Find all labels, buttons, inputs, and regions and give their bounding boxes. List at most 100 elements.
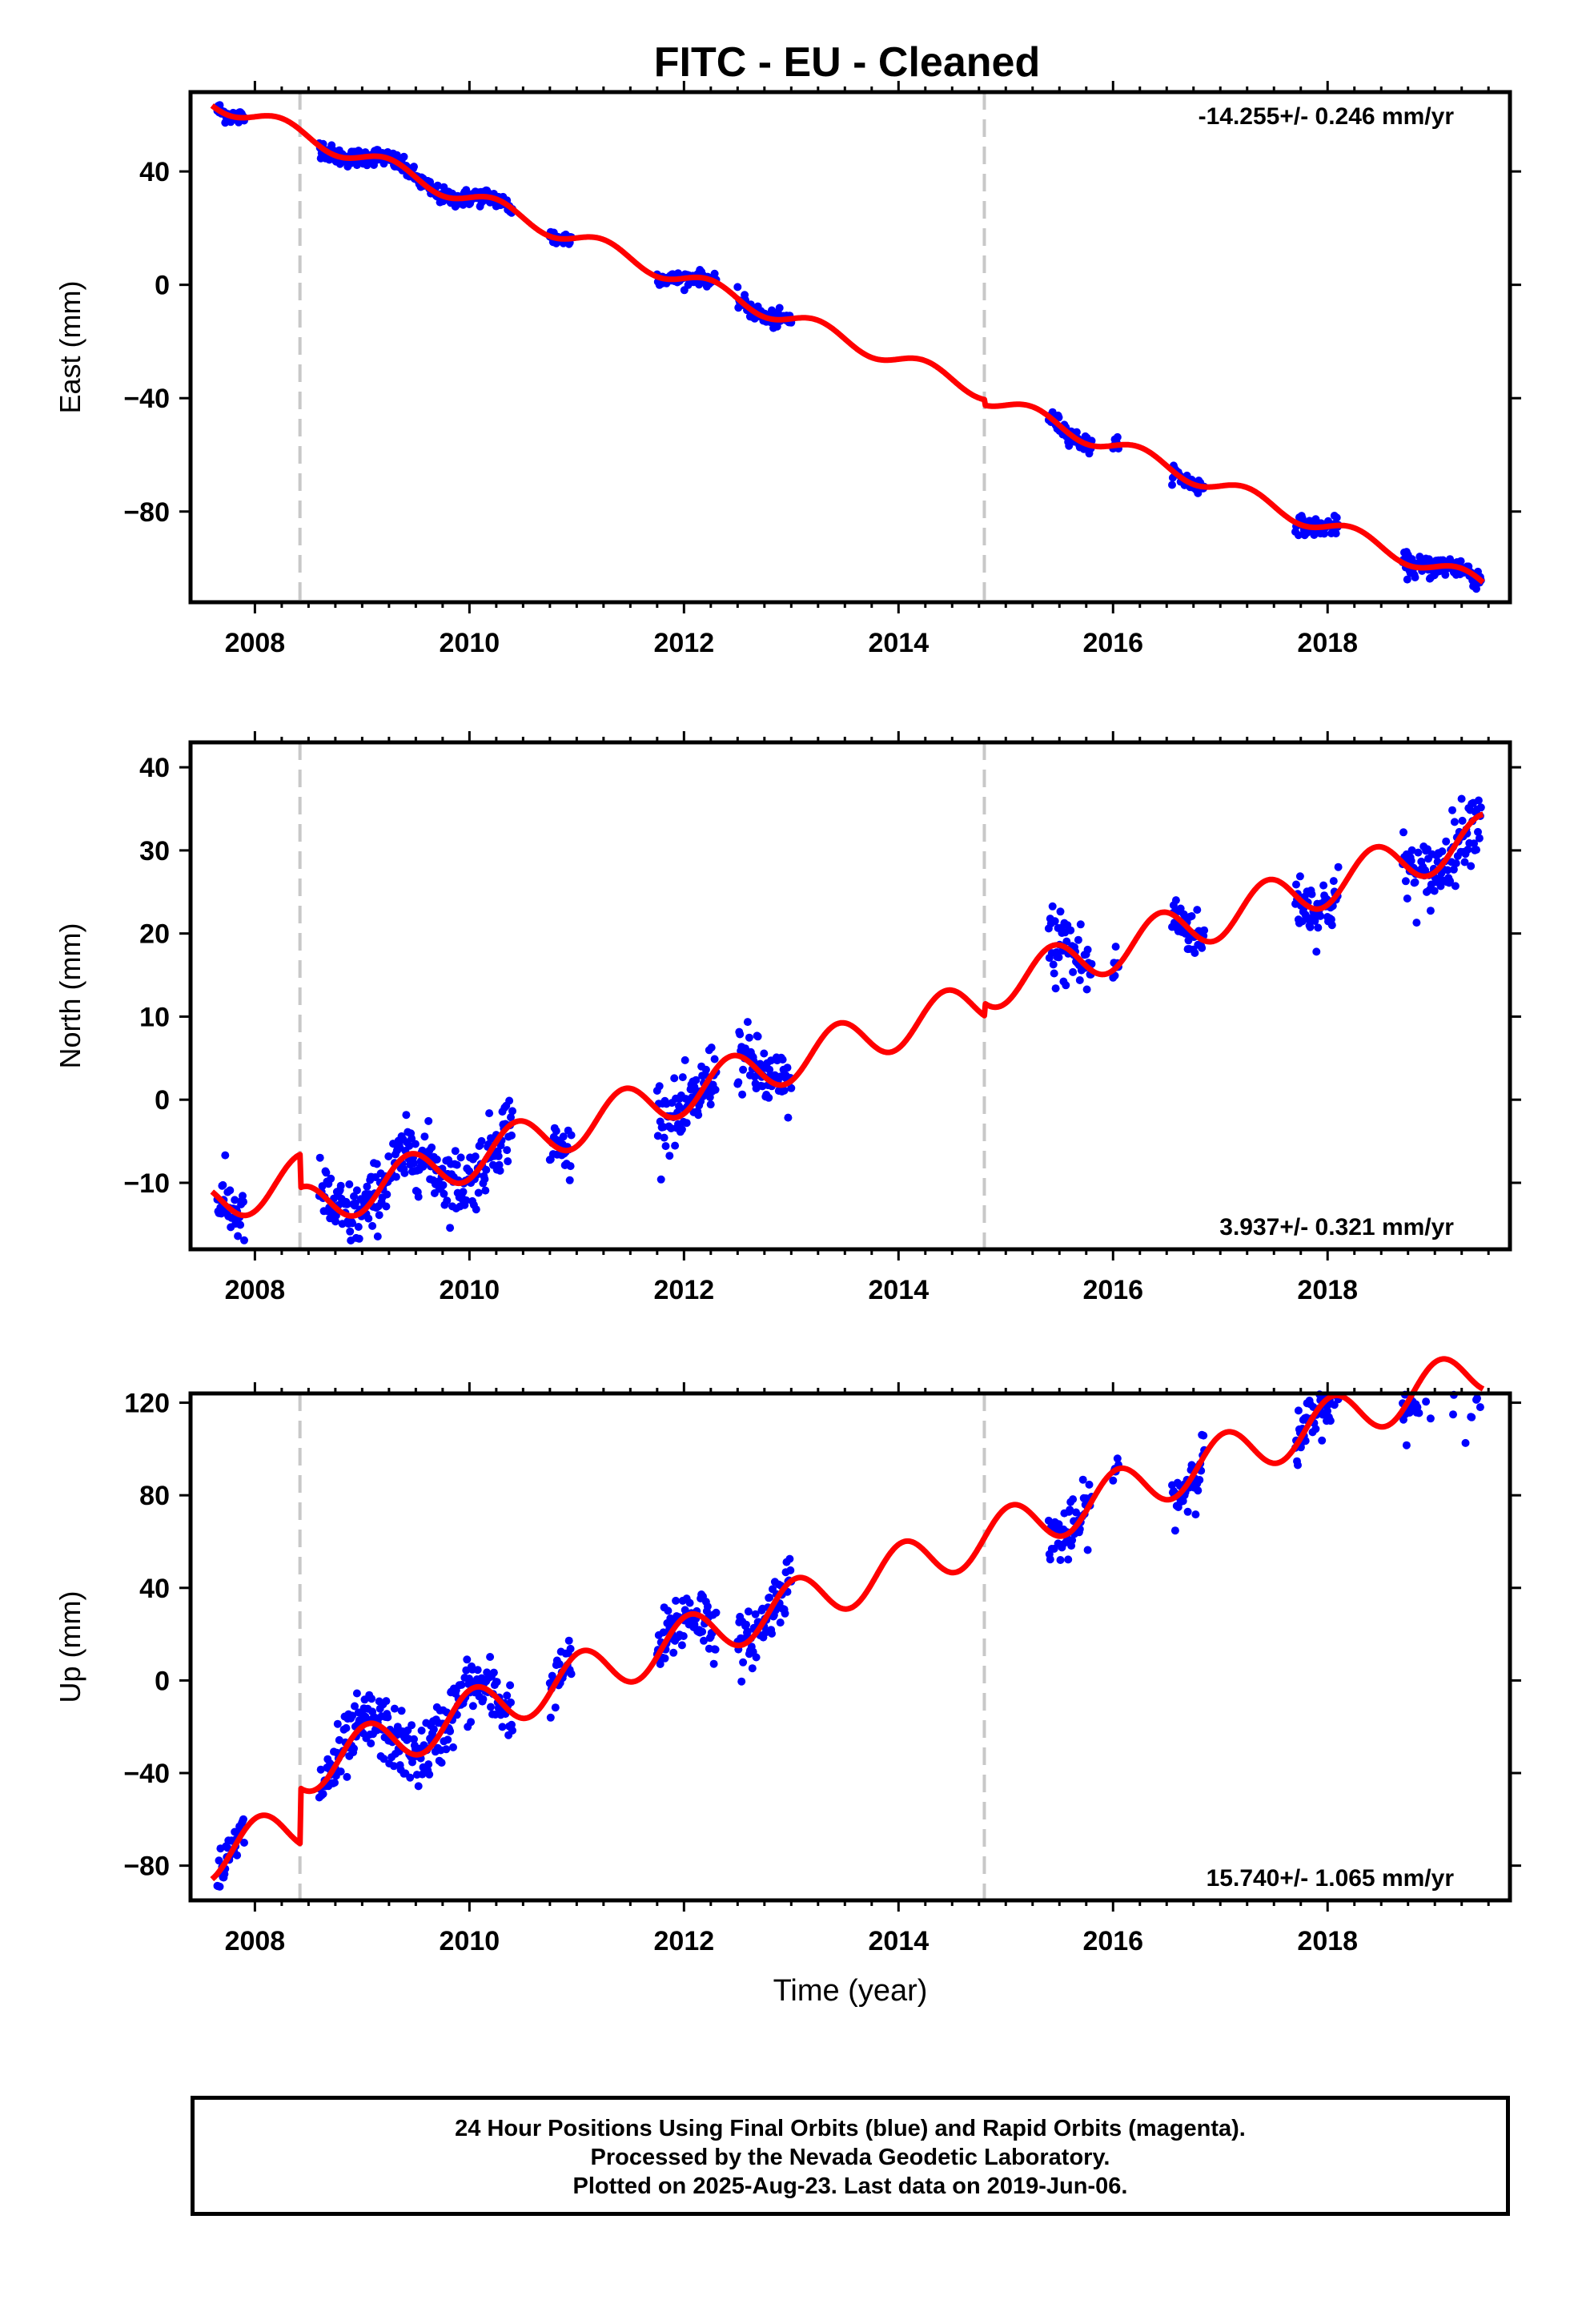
panel-up: 2008 2010 2012 2014 2016 2018 −80 −40 0 40 80 120 Up… xyxy=(54,1356,1521,2008)
data-point xyxy=(219,1180,227,1189)
data-point xyxy=(736,1030,745,1039)
data-point xyxy=(414,1782,423,1791)
data-point xyxy=(1476,803,1485,812)
data-point xyxy=(1301,1437,1310,1445)
data-point xyxy=(390,1704,399,1713)
data-point xyxy=(1191,1510,1200,1519)
data-point xyxy=(375,1211,383,1220)
data-point xyxy=(765,1065,774,1074)
data-point xyxy=(322,1168,331,1177)
data-point xyxy=(446,1224,455,1232)
data-point xyxy=(552,1127,560,1136)
data-point xyxy=(336,1181,345,1190)
data-point xyxy=(508,1726,516,1735)
data-point xyxy=(406,1773,415,1782)
data-point xyxy=(1472,846,1480,854)
data-point xyxy=(1056,1556,1065,1564)
data-point xyxy=(457,1680,466,1689)
data-point xyxy=(352,1689,361,1698)
data-point xyxy=(1472,585,1480,593)
data-point xyxy=(1464,845,1472,854)
data-point xyxy=(384,1152,393,1160)
x-tick-label: 2008 xyxy=(225,628,286,658)
data-point xyxy=(239,1815,247,1823)
x-axis-label: Time (year) xyxy=(773,1974,928,2008)
data-point xyxy=(1311,917,1319,925)
data-point xyxy=(768,1629,776,1638)
data-point xyxy=(420,1132,429,1141)
data-point xyxy=(215,1856,223,1865)
data-point xyxy=(472,1205,480,1214)
data-point xyxy=(411,1140,420,1148)
data-point xyxy=(459,1188,468,1196)
data-point xyxy=(1083,945,1092,954)
footer-box: 24 Hour Positions Using Final Orbits (bl… xyxy=(191,2096,1510,2216)
data-point xyxy=(364,1214,373,1223)
data-point xyxy=(1456,557,1465,565)
data-point xyxy=(1330,1401,1339,1409)
data-point xyxy=(1314,923,1323,932)
data-point xyxy=(661,1654,669,1663)
data-point xyxy=(656,1175,665,1184)
data-point xyxy=(234,1232,243,1240)
data-point xyxy=(480,1175,489,1184)
data-point xyxy=(402,1111,411,1120)
data-point xyxy=(1292,880,1300,889)
data-point xyxy=(655,1082,664,1091)
data-point xyxy=(1403,575,1411,584)
data-point xyxy=(1064,1555,1073,1564)
data-point xyxy=(479,1695,488,1703)
chart-title: FITC - EU - Cleaned xyxy=(654,39,1040,86)
data-point xyxy=(1044,1516,1053,1525)
data-point xyxy=(354,1223,363,1231)
y-tick-label: −40 xyxy=(123,1759,170,1789)
data-point xyxy=(1054,1520,1063,1529)
data-point xyxy=(355,1234,363,1243)
data-point xyxy=(433,181,442,190)
x-tick-label: 2014 xyxy=(868,1926,929,1956)
data-point xyxy=(765,1593,774,1602)
x-tick-label: 2008 xyxy=(225,1926,286,1956)
data-point xyxy=(739,1065,748,1074)
data-point xyxy=(1332,513,1341,522)
data-point xyxy=(343,1200,351,1208)
data-point xyxy=(1066,926,1075,935)
x-tick-label: 2010 xyxy=(440,1926,500,1956)
data-point xyxy=(780,1086,789,1095)
panel-east: 2008 2010 2012 2014 2016 2018 −80 −40 0 40 East (m… xyxy=(54,81,1521,658)
data-point xyxy=(685,1598,694,1607)
data-point xyxy=(474,1188,483,1197)
data-point xyxy=(477,1136,486,1145)
data-point xyxy=(546,1713,555,1722)
data-point xyxy=(471,1152,480,1161)
data-point xyxy=(397,1707,406,1715)
data-point xyxy=(1062,981,1070,990)
data-point xyxy=(785,1554,794,1563)
data-point xyxy=(459,200,468,209)
data-point xyxy=(507,1113,515,1122)
data-point xyxy=(1443,866,1452,875)
data-point xyxy=(487,1703,495,1711)
data-point xyxy=(1082,985,1091,994)
rate-label: 3.937+/- 0.321 mm/yr xyxy=(1219,1214,1454,1240)
x-tick-label: 2012 xyxy=(654,1275,715,1305)
data-point xyxy=(1319,881,1328,890)
data-point xyxy=(1069,967,1078,976)
data-point xyxy=(379,1755,388,1763)
data-point xyxy=(331,1217,339,1226)
data-point xyxy=(566,1644,575,1653)
data-point xyxy=(1050,969,1058,978)
data-point xyxy=(1458,816,1467,825)
data-point xyxy=(440,1189,448,1198)
data-point xyxy=(1407,846,1416,854)
data-point xyxy=(1411,878,1419,887)
x-tick-label: 2010 xyxy=(440,628,500,658)
data-point xyxy=(1449,1410,1457,1419)
data-point xyxy=(653,1132,662,1140)
data-point xyxy=(494,1152,503,1160)
x-tick-label: 2012 xyxy=(654,628,715,658)
data-point xyxy=(439,1180,448,1189)
data-point xyxy=(1449,865,1458,874)
data-point xyxy=(1426,907,1435,915)
data-point xyxy=(1474,796,1483,805)
